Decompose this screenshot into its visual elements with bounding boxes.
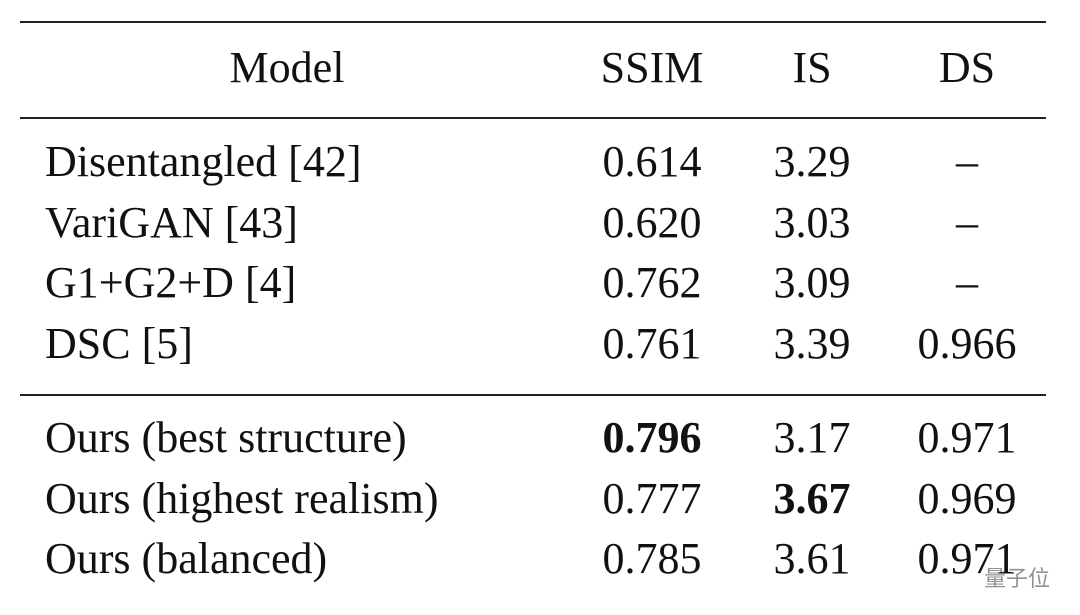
table-cell: 0.966 (917, 318, 1017, 368)
table-cell: 0.761 (602, 318, 702, 368)
table-cell: Disentangled [42] (45, 137, 362, 186)
table-cell: Ours (balanced) (45, 534, 328, 583)
header-cell: IS (792, 43, 832, 92)
header-cell: DS (938, 43, 996, 92)
table-cell: – (956, 258, 978, 307)
table-cell: 0.614 (602, 137, 702, 186)
table-cell: 0.969 (917, 473, 1017, 523)
section-rule (20, 394, 1046, 396)
table-cell: – (956, 137, 978, 186)
header-cell: SSIM (600, 43, 704, 92)
table-cell: 0.796 (602, 413, 702, 462)
table-cell: – (956, 197, 978, 247)
table-cell: 3.29 (773, 137, 851, 186)
table-cell: 0.620 (602, 197, 702, 247)
table-cell: 0.971 (917, 413, 1017, 462)
table-cell: 0.785 (602, 534, 702, 583)
top-rule (20, 21, 1046, 23)
header-rule (20, 117, 1046, 119)
table-cell: Ours (best structure) (45, 413, 407, 462)
table-cell: DSC [5] (45, 318, 193, 368)
table-cell: G1+G2+D [4] (45, 258, 297, 307)
table-cell: 3.03 (773, 197, 851, 247)
table-cell: 3.39 (773, 318, 851, 368)
table-cell: VariGAN [43] (45, 197, 298, 247)
watermark: 量子位 (983, 567, 1050, 592)
header-cell: Model (229, 43, 345, 92)
table-cell: Ours (highest realism) (45, 473, 439, 523)
table-cell: 3.09 (773, 258, 851, 307)
table-cell: 3.17 (773, 413, 851, 462)
table-cell: 0.777 (602, 473, 702, 523)
table-cell: 3.61 (773, 534, 851, 583)
table-cell: 0.762 (602, 258, 702, 307)
table-cell: 3.67 (773, 473, 851, 523)
table-cell: 0.971 (917, 534, 1017, 583)
